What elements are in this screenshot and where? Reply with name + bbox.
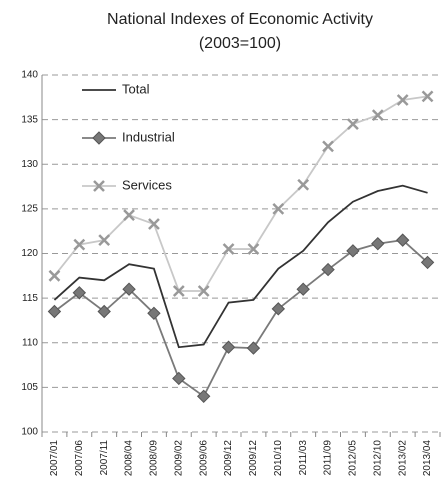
y-tick-label: 125 [21, 204, 38, 215]
y-tick-label: 105 [21, 382, 38, 393]
marker [72, 286, 87, 300]
marker [420, 255, 435, 270]
marker [93, 180, 105, 192]
marker [73, 238, 86, 251]
marker [172, 285, 185, 297]
marker [148, 218, 160, 230]
marker [296, 282, 310, 296]
y-tick-label: 100 [21, 427, 38, 438]
marker [197, 285, 210, 297]
x-tick-label: 2013/04 [422, 440, 433, 477]
x-tick-label: 2007/01 [49, 440, 60, 477]
marker [272, 202, 285, 215]
marker [172, 371, 186, 386]
x-tick-label: 2008/04 [124, 440, 135, 477]
legend-label: Industrial [122, 129, 175, 144]
y-tick-label: 135 [21, 114, 38, 125]
marker [97, 304, 111, 319]
x-tick-label: 2011/09 [323, 440, 334, 476]
x-tick-label: 2013/02 [397, 440, 408, 477]
marker [321, 262, 335, 277]
marker [98, 234, 111, 246]
marker [221, 340, 236, 354]
marker [48, 269, 61, 282]
x-tick-label: 2009/12 [248, 440, 259, 477]
y-tick-label: 140 [21, 70, 38, 81]
y-tick-label: 110 [22, 337, 38, 348]
marker [123, 209, 135, 222]
x-tick-label: 2009/12 [223, 440, 234, 477]
marker [196, 389, 211, 404]
series-line [53, 239, 429, 398]
chart-title: National Indexes of Economic Activity [107, 11, 373, 28]
series-line [53, 184, 428, 349]
x-tick-label: 2009/06 [198, 440, 209, 477]
marker [395, 233, 410, 247]
marker [122, 282, 136, 296]
legend-label: Total [122, 81, 150, 96]
marker [271, 302, 286, 316]
marker [247, 243, 260, 255]
y-tick-label: 120 [21, 248, 38, 259]
marker [346, 244, 360, 258]
marker [421, 90, 434, 103]
marker [322, 140, 334, 153]
marker [371, 109, 384, 122]
x-tick-label: 2012/10 [372, 440, 383, 477]
x-tick-label: 2008/09 [149, 440, 160, 477]
marker [347, 118, 359, 130]
marker [147, 306, 161, 321]
x-tick-label: 2011/03 [298, 440, 309, 476]
x-tick-label: 2012/05 [348, 440, 359, 477]
marker [246, 341, 261, 355]
x-tick-label: 2007/11 [99, 440, 110, 476]
series-line [53, 95, 428, 292]
marker [222, 243, 235, 255]
y-tick-label: 115 [22, 293, 38, 304]
marker [396, 94, 409, 106]
marker [297, 178, 310, 191]
legend-label: Services [122, 177, 172, 192]
marker [371, 236, 385, 251]
marker [47, 304, 62, 319]
marker [92, 131, 106, 145]
y-tick-label: 130 [21, 159, 38, 170]
x-tick-label: 2010/10 [273, 440, 284, 477]
x-tick-label: 2009/02 [173, 440, 184, 477]
x-tick-label: 2007/06 [74, 440, 85, 477]
chart-subtitle: (2003=100) [199, 35, 281, 52]
